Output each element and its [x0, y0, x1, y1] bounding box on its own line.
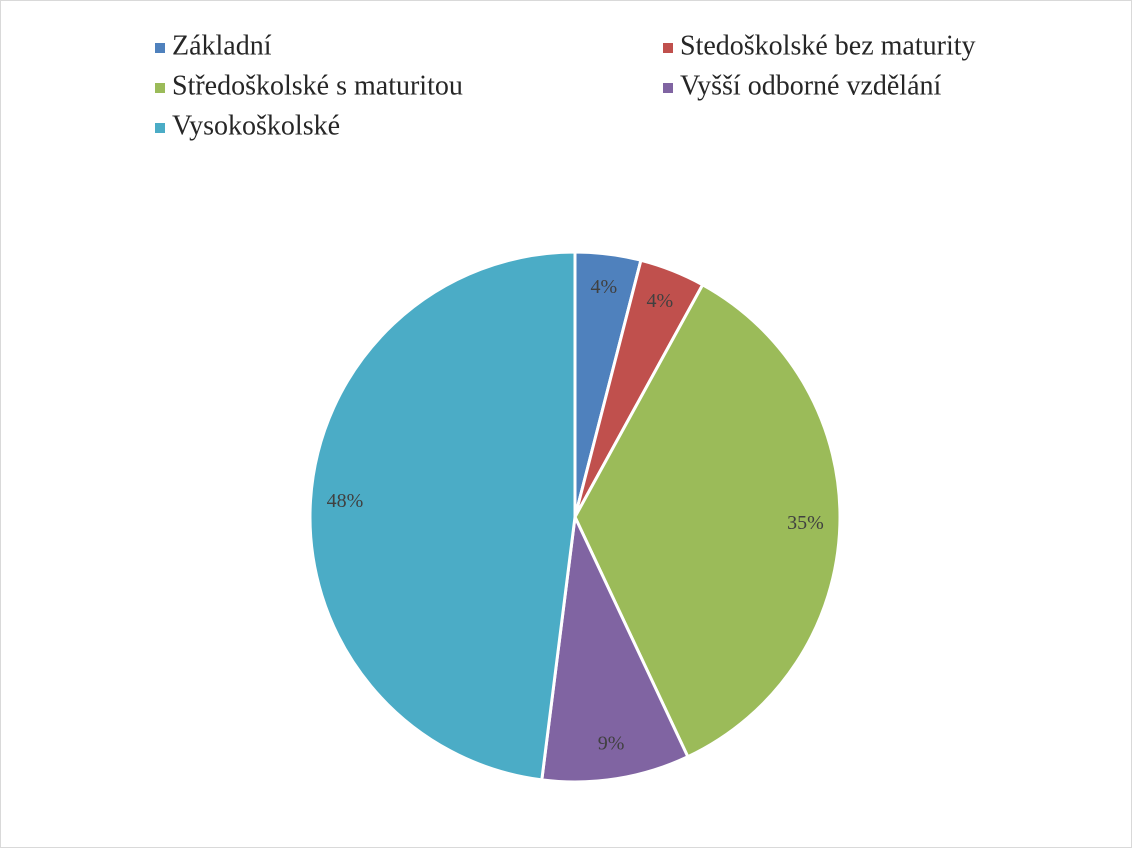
legend-label: Stedoškolské bez maturity: [680, 30, 976, 61]
legend-swatch: [663, 43, 673, 53]
pie-slice: [308, 250, 577, 782]
data-label: 4%: [647, 290, 674, 312]
data-label: 4%: [591, 276, 618, 298]
data-label: 9%: [598, 732, 625, 754]
legend-label: Vyšší odborné vzdělání: [680, 70, 942, 101]
legend-label: Středoškolské s maturitou: [172, 70, 463, 101]
data-label: 48%: [327, 490, 364, 512]
data-label: 35%: [787, 512, 824, 534]
pie-slice: [540, 511, 690, 784]
pie-slice: [573, 282, 842, 759]
legend-swatch: [155, 123, 165, 133]
legend-swatch: [663, 83, 673, 93]
legend-swatch: [155, 83, 165, 93]
legend-swatch: [155, 43, 165, 53]
legend-label: Vysokoškolské: [172, 110, 340, 141]
legend-label: Základní: [172, 30, 272, 61]
